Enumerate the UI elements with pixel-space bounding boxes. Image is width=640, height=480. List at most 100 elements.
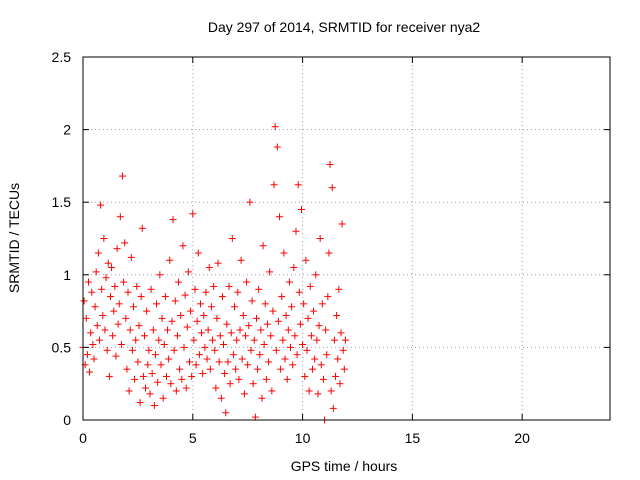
data-point [251,413,259,421]
x-tick-label: 0 [79,430,87,446]
data-point [232,365,240,373]
data-point [185,358,193,366]
data-point [88,288,96,296]
data-point [303,346,311,354]
data-point [259,242,267,250]
y-tick-label: 0.5 [52,339,72,355]
data-point [227,329,235,337]
y-tick-label: 1 [63,267,71,283]
data-point [332,372,340,380]
data-point [177,311,185,319]
data-point [291,332,299,340]
data-point [315,322,323,330]
data-point [140,332,148,340]
y-tick-label: 0 [63,412,71,428]
data-point [335,285,343,293]
data-point [281,355,289,363]
data-point [124,288,132,296]
data-point [212,384,220,392]
data-point [101,326,109,334]
data-point [306,282,314,290]
data-point [142,384,150,392]
data-point [271,123,279,131]
data-point [91,303,99,311]
data-point [256,351,264,359]
data-point [339,346,347,354]
data-point [229,351,237,359]
data-point [123,365,131,373]
data-point [290,264,298,272]
data-point [112,352,120,360]
data-point [195,351,203,359]
x-tick-label: 15 [405,430,421,446]
data-point [336,380,344,388]
y-tick-label: 1.5 [52,194,72,210]
x-tick-label: 5 [189,430,197,446]
data-point [233,336,241,344]
data-point [314,390,322,398]
data-point [263,320,271,328]
data-point [299,340,307,348]
data-point [191,285,199,293]
data-point [137,293,145,301]
data-point [234,288,242,296]
data-point [116,213,124,221]
data-point [193,317,201,325]
data-point [115,300,123,308]
data-point [302,256,310,264]
data-point [283,375,291,383]
data-point [216,332,224,340]
data-point [114,320,122,328]
data-point [280,249,288,257]
data-point [167,380,175,388]
data-point [119,172,127,180]
data-point [296,320,304,328]
data-point [194,249,202,257]
data-point [231,303,239,311]
data-point [182,384,190,392]
data-point [330,336,338,344]
data-point [272,346,280,354]
data-point [139,372,147,380]
data-point [295,288,303,296]
data-point [241,332,249,340]
data-point [126,326,134,334]
data-point [160,340,168,348]
data-point [274,317,282,325]
data-point [338,220,346,228]
data-point [120,278,128,286]
data-point [288,303,296,311]
data-point [285,278,293,286]
data-point [111,282,119,290]
data-point [300,300,308,308]
data-point [94,249,102,257]
data-point [266,268,274,276]
data-point [325,249,333,257]
data-point [188,372,196,380]
data-point [329,404,337,412]
data-point [87,329,95,337]
data-point [192,361,200,369]
chart-title: Day 297 of 2014, SRMTID for receiver nya… [208,19,481,35]
data-point [169,216,177,224]
data-point [228,235,236,242]
data-point [236,326,244,334]
data-point [265,358,273,366]
y-axis-label: SRMTID / TECUs [6,183,22,293]
data-point [277,365,285,373]
x-axis-label: GPS time / hours [291,458,398,474]
data-point [276,213,284,221]
data-point [183,323,191,331]
data-point [222,409,230,417]
data-point [146,390,154,398]
data-point [128,346,136,354]
data-point [247,346,255,354]
data-point [117,340,125,348]
data-point [237,256,245,264]
data-point [104,259,112,267]
data-point [214,259,222,267]
data-point [252,314,260,322]
data-point [317,361,325,369]
data-point [254,365,262,373]
data-point [190,336,198,344]
